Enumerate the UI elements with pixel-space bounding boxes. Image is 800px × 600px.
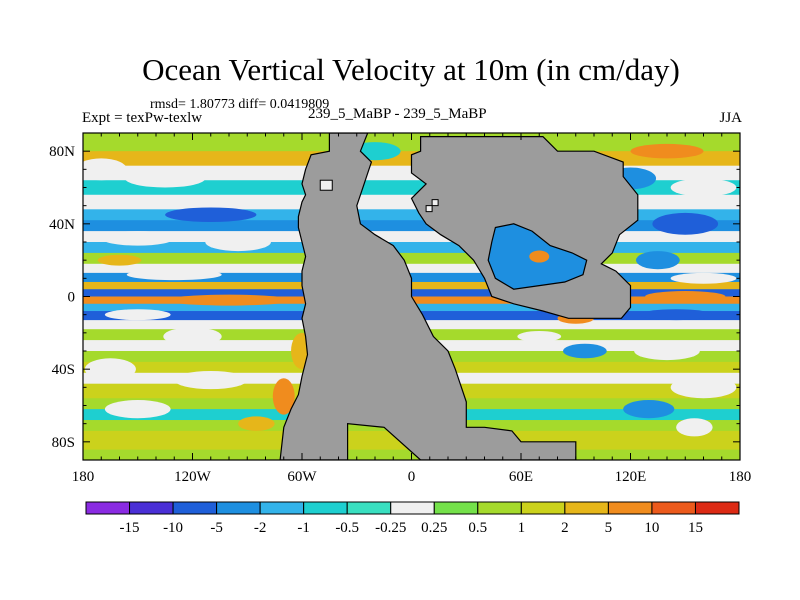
y-tick-label: 80S — [52, 435, 75, 451]
field-anomaly — [630, 143, 704, 159]
x-tick-label: 180 — [729, 469, 752, 485]
field-anomaly — [645, 291, 726, 302]
colorbar-label: -2 — [254, 520, 267, 536]
field-anomaly — [272, 378, 295, 415]
colorbar-label: 0.25 — [421, 520, 447, 536]
colorbar-label: 2 — [561, 520, 569, 536]
field-anomaly — [670, 272, 737, 284]
x-tick-label: 60W — [287, 469, 317, 485]
colorbar-swatch — [346, 501, 392, 515]
colorbar-label: 15 — [688, 520, 703, 536]
colorbar-swatch — [85, 501, 131, 515]
basin-anomaly — [529, 250, 550, 263]
y-tick-label: 40N — [49, 217, 75, 233]
colorbar-label: -15 — [120, 520, 140, 536]
colorbar-label: 0.5 — [468, 520, 487, 536]
field-anomaly — [101, 231, 175, 246]
field-anomaly — [634, 341, 700, 361]
colorbar-swatch — [433, 501, 479, 515]
colorbar: -15 -10 -5 -2 -1 -0.5 -0.25 0.25 0.5 1 2 5 10 15 — [85, 501, 740, 536]
x-tick-label: 60E — [509, 469, 533, 485]
field-anomaly — [165, 207, 257, 223]
x-tick-label: 120E — [615, 469, 647, 485]
field-anomaly — [84, 358, 136, 381]
colorbar-swatch — [172, 501, 218, 515]
experiment-label: Expt = texPw-texlw — [82, 110, 203, 126]
field-anomaly — [652, 212, 719, 235]
field-anomaly — [97, 254, 142, 266]
x-tick-label: 120W — [174, 469, 212, 485]
stats-text: rmsd= 1.80773 diff= 0.0419809 — [150, 97, 330, 112]
colorbar-swatch — [259, 501, 305, 515]
field-band — [83, 209, 740, 221]
colorbar-swatch — [216, 501, 261, 515]
colorbar-swatch — [129, 501, 174, 515]
field-band — [83, 231, 740, 243]
colorbar-swatch — [607, 501, 653, 515]
colorbar-swatch — [477, 501, 522, 515]
colorbar-label: -0.25 — [375, 520, 406, 536]
field-anomaly — [670, 376, 737, 399]
field-anomaly — [623, 400, 675, 419]
colorbar-label: 5 — [605, 520, 613, 536]
western-continent — [279, 133, 577, 460]
colorbar-label: 10 — [644, 520, 659, 536]
field-anomaly — [670, 178, 737, 197]
field-anomaly — [238, 416, 275, 431]
plot-area — [83, 133, 740, 460]
island-patch — [319, 179, 333, 191]
field-anomaly — [126, 269, 222, 281]
x-tick-label: 180 — [72, 469, 95, 485]
colorbar-label: -5 — [210, 520, 223, 536]
field-anomaly — [635, 251, 680, 270]
colorbar-swatch — [651, 501, 696, 515]
case-label: 239_5_MaBP - 239_5_MaBP — [308, 106, 487, 122]
colorbar-swatch — [564, 501, 609, 515]
field-band — [83, 263, 740, 274]
field-anomaly — [676, 418, 713, 437]
colorbar-swatch — [390, 501, 435, 515]
field-anomaly — [124, 169, 206, 188]
axis-ticks: 180 120W 60W 0 60E 120E 180 80N 40N 0 40S 80S — [49, 132, 752, 485]
colorbar-label: -10 — [163, 520, 183, 536]
colorbar-swatch — [520, 501, 566, 515]
field-band — [83, 194, 740, 210]
field-anomaly — [83, 158, 127, 181]
field-anomaly — [517, 331, 562, 342]
field-anomaly — [562, 343, 607, 359]
y-tick-label: 80N — [49, 144, 75, 160]
chart-title: Ocean Vertical Velocity at 10m (in cm/da… — [142, 52, 680, 87]
colorbar-label: 1 — [518, 520, 526, 536]
colorbar-swatch — [694, 501, 740, 515]
field-anomaly — [205, 232, 271, 252]
island-cross — [425, 199, 439, 213]
field-band — [83, 136, 740, 152]
field-band — [83, 242, 740, 254]
x-tick-label: 0 — [408, 469, 416, 485]
season-label: JJA — [719, 110, 742, 126]
y-tick-label: 0 — [68, 290, 76, 306]
field-anomaly — [165, 294, 293, 306]
colorbar-label: -0.5 — [335, 520, 359, 536]
field-anomaly — [104, 400, 171, 419]
colorbar-label: -1 — [297, 520, 310, 536]
field-band — [83, 252, 740, 265]
field-anomaly — [104, 309, 171, 321]
y-tick-label: 40S — [52, 362, 75, 378]
field-anomaly — [639, 309, 713, 321]
colorbar-swatch — [303, 501, 348, 515]
field-band — [83, 220, 740, 232]
field-anomaly — [174, 370, 248, 390]
field-anomaly — [163, 327, 222, 346]
